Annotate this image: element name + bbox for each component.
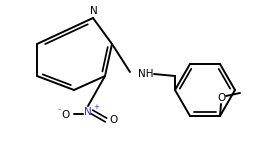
- Text: O: O: [218, 93, 226, 103]
- Text: +: +: [93, 104, 99, 110]
- Text: N: N: [90, 6, 98, 16]
- Text: O: O: [110, 115, 118, 125]
- Text: NH: NH: [138, 69, 153, 79]
- Text: ⁻: ⁻: [57, 108, 61, 114]
- Text: N: N: [84, 107, 92, 117]
- Text: O: O: [62, 110, 70, 120]
